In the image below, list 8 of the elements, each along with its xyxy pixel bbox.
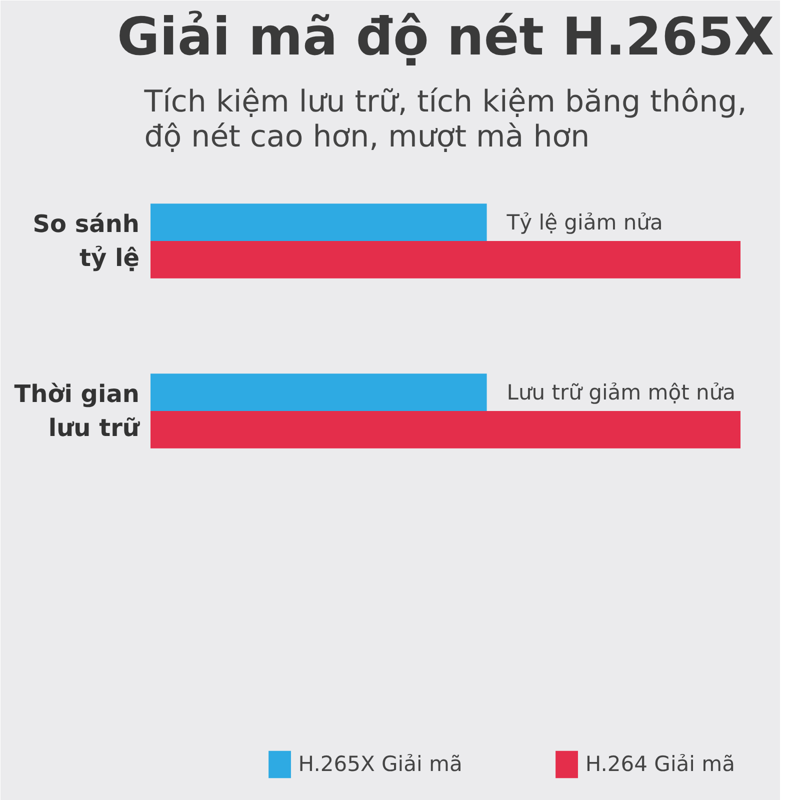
annotation: Tỷ lệ giảm nửa — [506, 210, 663, 234]
y-tick-label: So sánh tỷ lệ — [32, 210, 140, 272]
legend-label: H.265X Giải mã — [298, 752, 462, 776]
y-tick-label: Thời gian lưu trữ — [14, 380, 140, 442]
chart-subtitle: Tích kiệm lưu trữ, tích kiệm băng thông, độ nét cao hơn, mượt mà hơn — [143, 84, 747, 154]
chart-title: Giải mã độ nét H.265X — [116, 8, 774, 68]
legend-label: H.264 Giải mã — [585, 752, 735, 776]
annotation: Lưu trữ giảm một nửa — [506, 380, 736, 404]
